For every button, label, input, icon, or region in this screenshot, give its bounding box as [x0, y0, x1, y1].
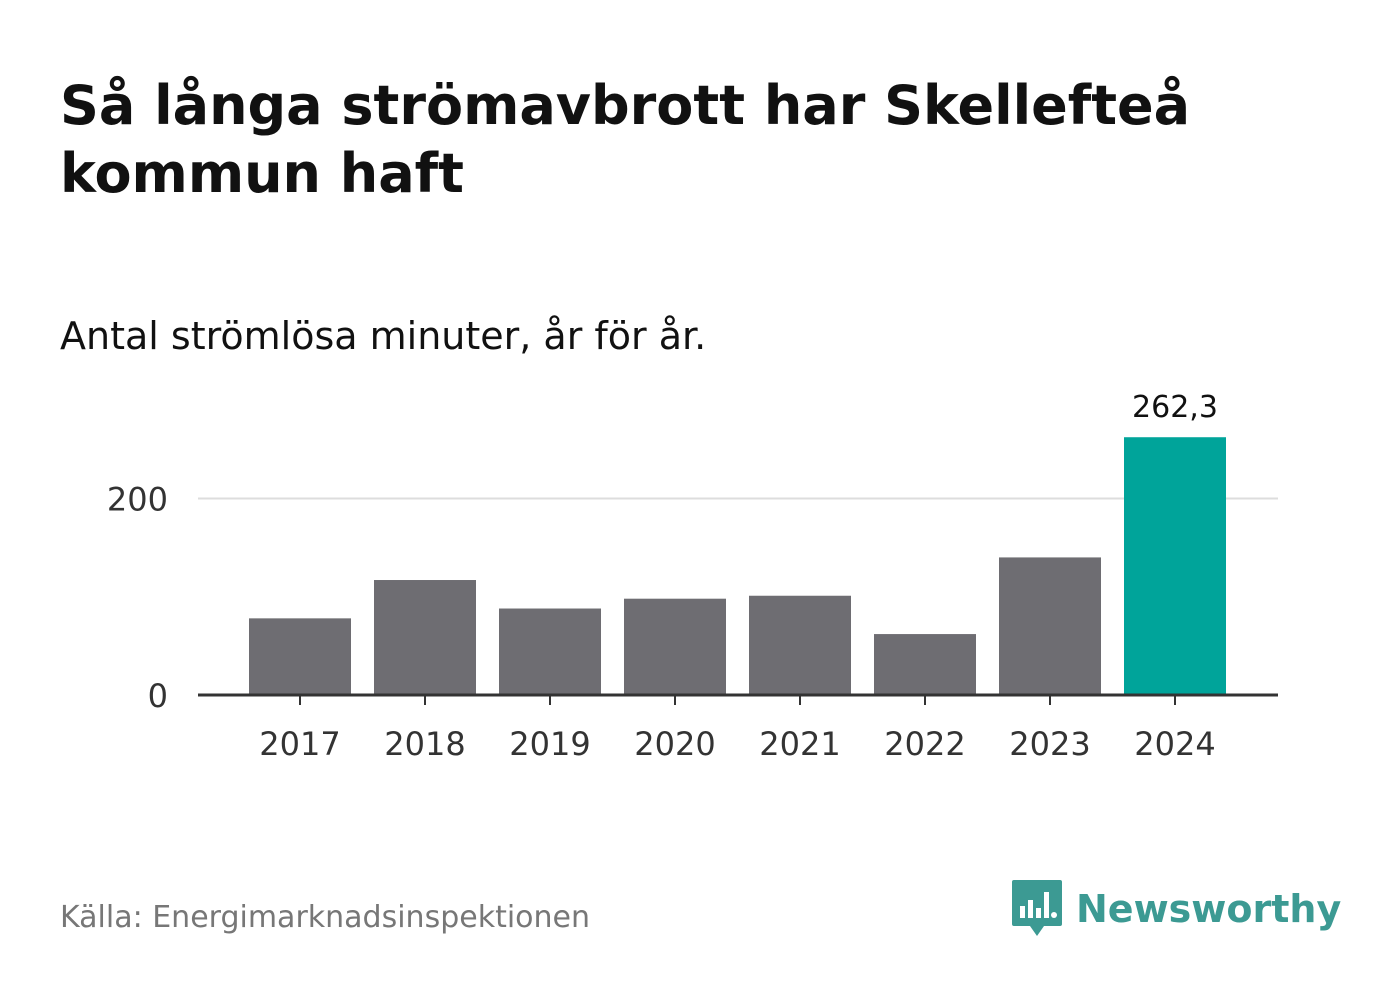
x-tick-label-2017: 2017: [259, 725, 340, 763]
chart-title: Så långa strömavbrott har Skellefteå kom…: [60, 74, 1191, 205]
x-tick-label-2019: 2019: [509, 725, 590, 763]
y-tick-label-0: 0: [148, 677, 168, 715]
bar-2022: [874, 634, 976, 695]
brand-name: Newsworthy: [1076, 887, 1342, 931]
source-note: Källa: Energimarknadsinspektionen: [60, 900, 591, 935]
bar-2019: [499, 608, 601, 695]
y-tick-label-200: 200: [107, 480, 168, 518]
data-label-2024: 262,3: [1132, 390, 1218, 425]
bar-2024: [1124, 437, 1226, 695]
x-tick-label-2023: 2023: [1009, 725, 1090, 763]
bar-2023: [999, 557, 1101, 695]
bar-2018: [374, 580, 476, 695]
x-tick-label-2018: 2018: [384, 725, 465, 763]
x-tick-label-2022: 2022: [884, 725, 965, 763]
x-tick-label-2024: 2024: [1134, 725, 1215, 763]
x-tick-label-2021: 2021: [759, 725, 840, 763]
x-tick-label-2020: 2020: [634, 725, 715, 763]
bar-2021: [749, 595, 851, 695]
newsworthy-logo-icon: [1012, 880, 1062, 936]
bar-2017: [249, 618, 351, 695]
bar-2020: [624, 598, 726, 695]
brand-logo: Newsworthy: [1010, 878, 1341, 940]
chart-subtitle: Antal strömlösa minuter, år för år.: [60, 314, 707, 358]
